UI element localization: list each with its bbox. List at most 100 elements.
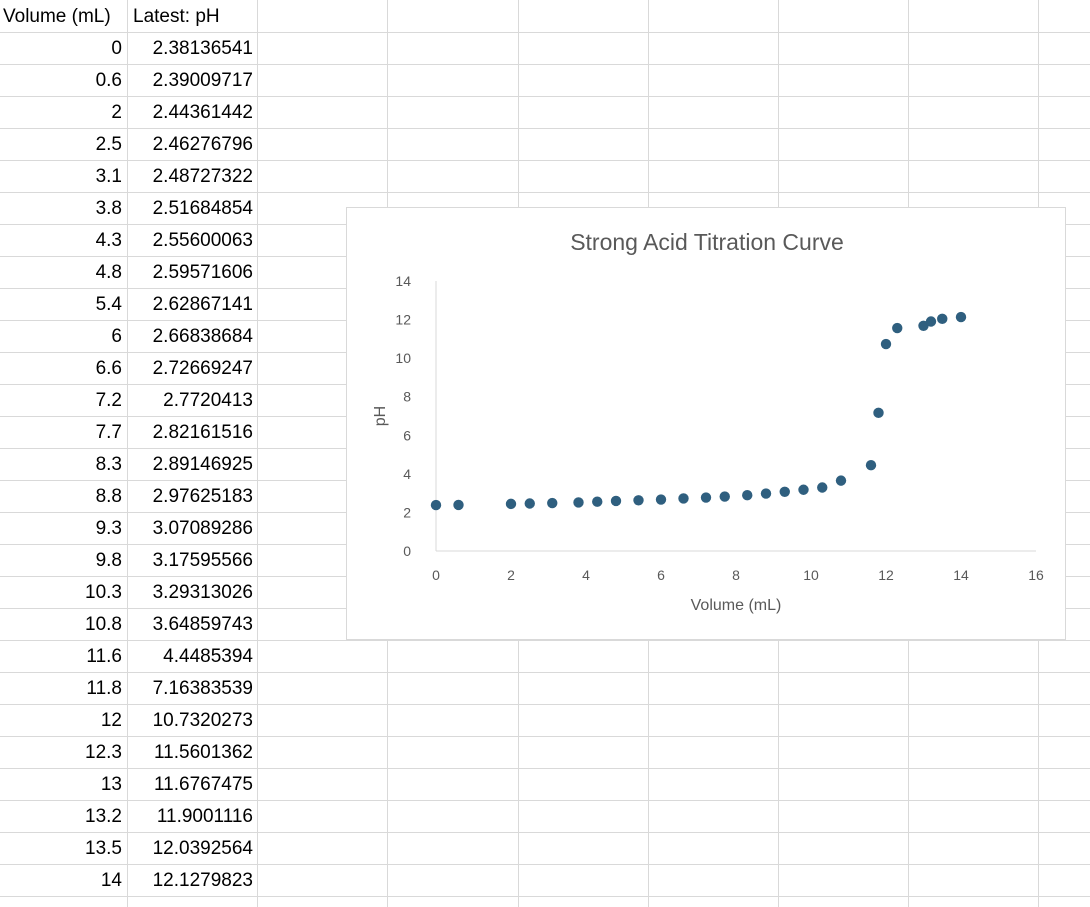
row-divider bbox=[0, 704, 1090, 705]
cell-volume[interactable]: 4.8 bbox=[95, 262, 122, 283]
cell-ph[interactable]: 2.38136541 bbox=[152, 38, 253, 59]
row-divider bbox=[0, 96, 1090, 97]
row-divider bbox=[0, 672, 1090, 673]
cell-volume[interactable]: 6 bbox=[111, 326, 122, 347]
column-divider bbox=[127, 0, 128, 907]
row-divider bbox=[0, 128, 1090, 129]
cell-volume[interactable]: 7.2 bbox=[95, 390, 122, 411]
cell-ph[interactable]: 2.44361442 bbox=[152, 102, 253, 123]
cell-ph[interactable]: 3.07089286 bbox=[152, 518, 253, 539]
cell-volume[interactable]: 14 bbox=[100, 870, 122, 891]
data-point bbox=[592, 496, 603, 507]
cell-volume[interactable]: 9.8 bbox=[95, 550, 122, 571]
cell-ph[interactable]: 2.62867141 bbox=[152, 294, 253, 315]
data-point bbox=[865, 460, 877, 471]
cell-volume[interactable]: 3.8 bbox=[95, 198, 122, 219]
header-cell-ph[interactable]: Latest: pH bbox=[133, 6, 220, 27]
cell-ph[interactable]: 3.64859743 bbox=[152, 614, 253, 635]
cell-volume[interactable]: 2.5 bbox=[95, 134, 122, 155]
cell-volume[interactable]: 11.6 bbox=[86, 646, 122, 667]
data-point bbox=[880, 338, 892, 350]
x-tick-label: 2 bbox=[507, 567, 515, 583]
cell-ph[interactable]: 2.97625183 bbox=[152, 486, 253, 507]
scatter-chart[interactable]: Strong Acid Titration Curve pH Volume (m… bbox=[346, 207, 1066, 640]
cell-volume[interactable]: 6.6 bbox=[95, 358, 122, 379]
cell-volume[interactable]: 10.3 bbox=[85, 582, 122, 603]
cell-volume[interactable]: 8.3 bbox=[95, 454, 122, 475]
cell-volume[interactable]: 9.3 bbox=[95, 518, 122, 539]
cell-ph[interactable]: 2.66838684 bbox=[152, 326, 253, 347]
cell-volume[interactable]: 13 bbox=[100, 774, 122, 795]
x-tick-label: 12 bbox=[878, 567, 894, 583]
y-tick-label: 10 bbox=[395, 350, 411, 366]
cell-ph[interactable]: 2.39009717 bbox=[152, 70, 253, 91]
cell-volume[interactable]: 8.8 bbox=[95, 486, 122, 507]
cell-volume[interactable]: 3.1 bbox=[95, 166, 122, 187]
cell-ph[interactable]: 10.7320273 bbox=[152, 710, 253, 731]
data-point bbox=[937, 313, 948, 325]
cell-ph[interactable]: 2.7720413 bbox=[163, 390, 253, 411]
cell-volume[interactable]: 0 bbox=[111, 38, 122, 59]
cell-volume[interactable]: 7.7 bbox=[95, 422, 122, 443]
data-point bbox=[573, 497, 584, 508]
data-points bbox=[430, 311, 967, 511]
cell-volume[interactable]: 4.3 bbox=[95, 230, 122, 251]
data-point bbox=[873, 407, 884, 419]
row-divider bbox=[0, 64, 1090, 65]
data-point bbox=[505, 498, 517, 510]
cell-volume[interactable]: 12 bbox=[100, 710, 122, 731]
cell-ph[interactable]: 12.1279823 bbox=[152, 870, 253, 891]
cell-ph[interactable]: 11.9001116 bbox=[156, 806, 253, 827]
data-point bbox=[633, 495, 644, 506]
data-point bbox=[610, 495, 622, 507]
cell-ph[interactable]: 3.29313026 bbox=[152, 582, 253, 603]
cell-volume[interactable]: 10.8 bbox=[85, 614, 122, 635]
cell-ph[interactable]: 2.59571606 bbox=[152, 262, 253, 283]
row-divider bbox=[0, 768, 1090, 769]
cell-ph[interactable]: 2.51684854 bbox=[152, 198, 253, 219]
y-tick-label: 6 bbox=[403, 427, 411, 443]
data-point bbox=[760, 488, 772, 499]
cell-volume[interactable]: 13.5 bbox=[85, 838, 122, 859]
cell-ph[interactable]: 12.0392564 bbox=[152, 838, 253, 859]
cell-ph[interactable]: 2.89146925 bbox=[152, 454, 253, 475]
data-point bbox=[719, 491, 730, 502]
y-tick-label: 8 bbox=[403, 389, 411, 405]
row-divider bbox=[0, 736, 1090, 737]
cell-volume[interactable]: 0.6 bbox=[95, 70, 122, 91]
data-point bbox=[798, 484, 809, 495]
data-point bbox=[779, 486, 790, 497]
header-cell-volume[interactable]: Volume (mL) bbox=[3, 6, 111, 27]
cell-volume[interactable]: 2 bbox=[111, 102, 122, 123]
cell-volume[interactable]: 11.8 bbox=[86, 678, 122, 699]
row-divider bbox=[0, 32, 1090, 33]
cell-volume[interactable]: 5.4 bbox=[95, 294, 122, 315]
cell-ph[interactable]: 2.72669247 bbox=[152, 358, 253, 379]
cell-ph[interactable]: 2.82161516 bbox=[152, 422, 253, 443]
x-tick-label: 14 bbox=[953, 567, 969, 583]
cell-ph[interactable]: 7.16383539 bbox=[152, 678, 253, 699]
data-point bbox=[700, 492, 712, 503]
chart-title: Strong Acid Titration Curve bbox=[570, 229, 844, 255]
data-point bbox=[655, 494, 667, 505]
data-point bbox=[453, 499, 464, 511]
cell-ph[interactable]: 4.4485394 bbox=[163, 646, 253, 667]
data-point bbox=[742, 490, 753, 501]
cell-volume[interactable]: 13.2 bbox=[85, 806, 122, 827]
data-point bbox=[817, 482, 828, 493]
cell-ph[interactable]: 2.55600063 bbox=[152, 230, 253, 251]
row-divider bbox=[0, 640, 1090, 641]
cell-ph[interactable]: 3.17595566 bbox=[152, 550, 253, 571]
row-divider bbox=[0, 864, 1090, 865]
column-divider bbox=[257, 0, 258, 907]
cell-ph[interactable]: 2.48727322 bbox=[152, 166, 253, 187]
row-divider bbox=[0, 800, 1090, 801]
cell-ph[interactable]: 11.6767475 bbox=[154, 774, 253, 795]
row-divider bbox=[0, 832, 1090, 833]
row-divider bbox=[0, 896, 1090, 897]
cell-ph[interactable]: 11.5601362 bbox=[154, 742, 253, 763]
cell-ph[interactable]: 2.46276796 bbox=[152, 134, 253, 155]
cell-volume[interactable]: 12.3 bbox=[85, 742, 122, 763]
data-point bbox=[430, 499, 442, 511]
data-point bbox=[547, 497, 558, 509]
